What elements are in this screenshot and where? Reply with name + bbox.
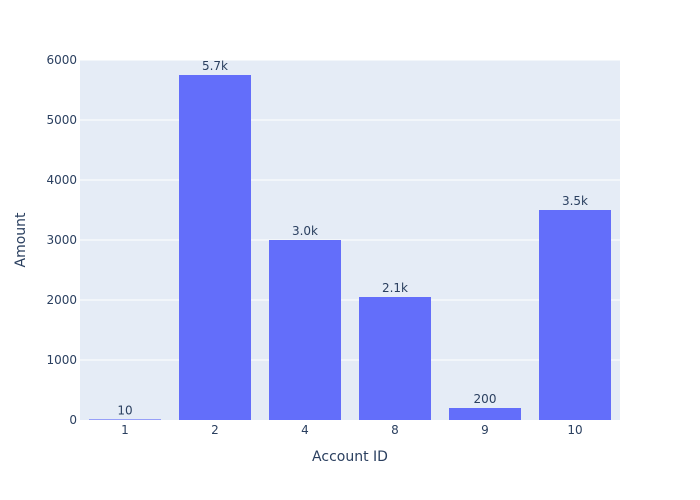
x-tick-label: 2	[211, 423, 219, 437]
bar-10	[539, 210, 611, 420]
x-tick-label: 8	[391, 423, 399, 437]
x-tick-label: 10	[567, 423, 582, 437]
y-axis-title: Amount	[13, 212, 29, 268]
x-tick-label: 4	[301, 423, 309, 437]
y-tick-label: 0	[69, 413, 77, 427]
gridlines	[80, 59, 620, 361]
y-tick-label: 1000	[46, 353, 77, 367]
data-label-4: 3.0k	[292, 224, 318, 238]
x-axis-title: Account ID	[312, 449, 388, 465]
bar-8	[359, 297, 431, 420]
y-tick-label: 5000	[46, 113, 77, 127]
data-label-10: 3.5k	[562, 194, 588, 208]
x-axis-ticks: 1 2 4 8 9 10	[121, 423, 582, 437]
bar-1	[89, 419, 161, 420]
x-tick-label: 9	[481, 423, 489, 437]
x-tick-label: 1	[121, 423, 129, 437]
data-label-9: 200	[474, 392, 497, 406]
bars	[89, 75, 611, 420]
data-label-1: 10	[117, 403, 132, 417]
y-axis-ticks: 0 1000 2000 3000 4000 5000 6000	[46, 53, 77, 427]
data-labels: 10 5.7k 3.0k 2.1k 200 3.5k	[117, 59, 588, 417]
data-label-2: 5.7k	[202, 59, 228, 73]
bar-4	[269, 240, 341, 420]
bar-9	[449, 408, 521, 420]
y-tick-label: 4000	[46, 173, 77, 187]
y-tick-label: 2000	[46, 293, 77, 307]
bar-2	[179, 75, 251, 420]
y-tick-label: 3000	[46, 233, 77, 247]
y-tick-label: 6000	[46, 53, 77, 67]
data-label-8: 2.1k	[382, 281, 408, 295]
